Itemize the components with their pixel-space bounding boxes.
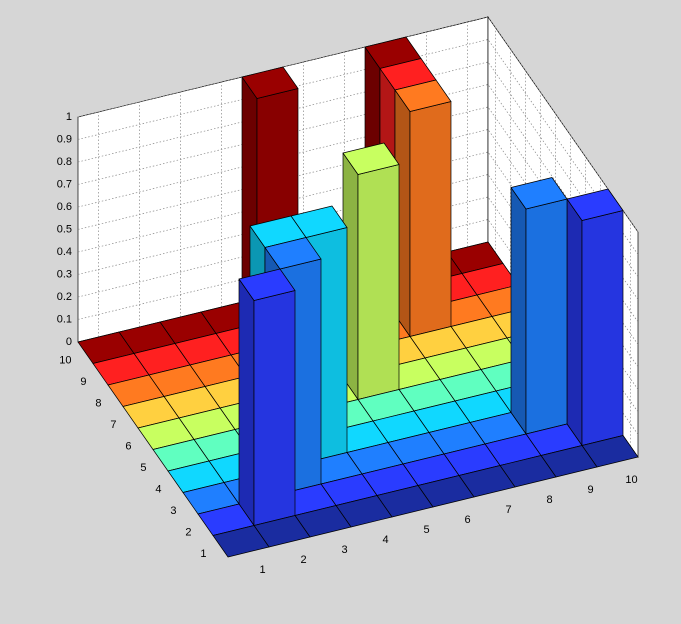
x-tick-label: 10 bbox=[625, 474, 637, 486]
y-tick-label: 3 bbox=[170, 505, 176, 517]
grid-line bbox=[77, 196, 639, 413]
bar bbox=[342, 142, 400, 400]
bar-top bbox=[342, 142, 400, 175]
bar-top bbox=[238, 268, 296, 301]
x-tick-label: 1 bbox=[259, 564, 265, 576]
bar-front bbox=[253, 290, 296, 526]
grid-line bbox=[77, 129, 639, 345]
z-tick-label: 1 bbox=[66, 111, 72, 123]
bar bbox=[238, 268, 296, 526]
y-tick-label: 2 bbox=[185, 527, 191, 539]
grid-line bbox=[77, 151, 639, 368]
x-tick-label: 5 bbox=[423, 524, 429, 536]
x-tick-label: 8 bbox=[546, 494, 552, 506]
z-tick-label: 0.9 bbox=[57, 133, 72, 145]
bar-side bbox=[510, 187, 527, 435]
y-tick-label: 5 bbox=[140, 462, 146, 474]
y-tick-label: 7 bbox=[110, 419, 116, 431]
bar-front bbox=[525, 198, 568, 435]
grid-line bbox=[77, 39, 639, 255]
z-tick-label: 0.3 bbox=[57, 268, 72, 280]
bar-front bbox=[357, 164, 400, 400]
y-tick-label: 8 bbox=[95, 398, 101, 410]
grid-line bbox=[77, 61, 639, 278]
z-tick-label: 0.2 bbox=[57, 291, 72, 303]
y-tick-label: 6 bbox=[125, 441, 131, 453]
z-tick-label: 0.7 bbox=[57, 178, 72, 190]
grid-line bbox=[77, 84, 639, 300]
grid-line bbox=[77, 106, 639, 323]
bar bbox=[566, 188, 624, 446]
bar-side bbox=[566, 198, 583, 446]
x-tick-label: 7 bbox=[505, 504, 511, 516]
y-tick-label: 4 bbox=[155, 484, 161, 496]
bar bbox=[394, 79, 452, 337]
bar-front bbox=[581, 210, 624, 446]
x-tick-label: 3 bbox=[341, 544, 347, 556]
bar-top bbox=[566, 188, 624, 221]
x-tick-label: 9 bbox=[587, 484, 593, 496]
grid-line bbox=[77, 174, 639, 390]
grid-line bbox=[77, 16, 639, 233]
bar-top bbox=[241, 66, 299, 99]
z-tick-label: 0 bbox=[66, 336, 72, 348]
bar-top bbox=[264, 237, 322, 270]
z-tick-label: 0.8 bbox=[57, 156, 72, 168]
z-tick-label: 0.4 bbox=[57, 246, 72, 258]
x-tick-label: 6 bbox=[464, 514, 470, 526]
y-tick-label: 10 bbox=[59, 355, 71, 367]
x-tick-label: 4 bbox=[382, 534, 388, 546]
grid-line bbox=[77, 219, 639, 435]
y-tick-label: 9 bbox=[80, 376, 86, 388]
bar-top bbox=[394, 79, 452, 112]
bar-top bbox=[212, 525, 270, 558]
z-tick-label: 0.1 bbox=[57, 313, 72, 325]
bar-top bbox=[510, 177, 568, 210]
y-tick-label: 1 bbox=[200, 548, 206, 560]
z-tick-label: 0.5 bbox=[57, 223, 72, 235]
z-tick-label: 0.6 bbox=[57, 201, 72, 213]
bar bbox=[212, 525, 270, 558]
bar bbox=[510, 177, 568, 435]
bar-side bbox=[238, 278, 255, 526]
bar-front bbox=[409, 101, 452, 337]
x-tick-label: 2 bbox=[300, 554, 306, 566]
